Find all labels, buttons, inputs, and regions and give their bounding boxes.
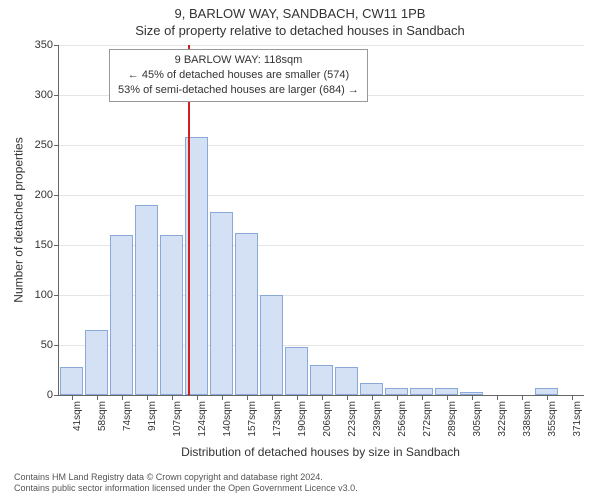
x-tick-mark xyxy=(447,395,448,400)
x-tick-label: 371sqm xyxy=(572,401,583,437)
histogram-bar xyxy=(535,388,559,395)
histogram-bar xyxy=(335,367,359,395)
y-tick-mark xyxy=(54,395,59,396)
y-tick-label: 100 xyxy=(35,289,53,301)
x-tick-mark xyxy=(297,395,298,400)
grid-line xyxy=(59,145,584,146)
x-tick-mark xyxy=(422,395,423,400)
x-tick-mark xyxy=(172,395,173,400)
histogram-bar xyxy=(260,295,284,395)
y-tick-mark xyxy=(54,45,59,46)
y-tick-label: 300 xyxy=(35,89,53,101)
chart-subtitle: Size of property relative to detached ho… xyxy=(0,23,600,38)
histogram-bar xyxy=(210,212,234,395)
x-tick-label: 157sqm xyxy=(247,401,258,437)
histogram-bar xyxy=(135,205,159,395)
plot-area: 05010015020025030035041sqm58sqm74sqm91sq… xyxy=(58,45,584,396)
x-tick-mark xyxy=(347,395,348,400)
y-tick-label: 200 xyxy=(35,189,53,201)
histogram-bar xyxy=(410,388,434,395)
y-tick-label: 0 xyxy=(47,389,53,401)
x-tick-mark xyxy=(472,395,473,400)
y-tick-mark xyxy=(54,295,59,296)
x-tick-label: 173sqm xyxy=(272,401,283,437)
grid-line xyxy=(59,45,584,46)
x-tick-mark xyxy=(372,395,373,400)
histogram-bar xyxy=(310,365,334,395)
histogram-bar xyxy=(285,347,309,395)
x-tick-label: 140sqm xyxy=(222,401,233,437)
chart-container: 9, BARLOW WAY, SANDBACH, CW11 1PB Size o… xyxy=(0,0,600,500)
x-tick-label: 107sqm xyxy=(172,401,183,437)
y-tick-label: 350 xyxy=(35,39,53,51)
y-tick-mark xyxy=(54,195,59,196)
x-tick-label: 223sqm xyxy=(347,401,358,437)
x-tick-mark xyxy=(122,395,123,400)
x-tick-label: 91sqm xyxy=(147,401,158,431)
x-tick-label: 74sqm xyxy=(122,401,133,431)
x-tick-label: 272sqm xyxy=(422,401,433,437)
x-tick-label: 124sqm xyxy=(197,401,208,437)
y-axis-label: Number of detached properties xyxy=(12,45,26,395)
annotation-line-2: ← 45% of detached houses are smaller (57… xyxy=(118,68,359,83)
x-tick-mark xyxy=(97,395,98,400)
x-tick-mark xyxy=(322,395,323,400)
attribution-text: Contains HM Land Registry data © Crown c… xyxy=(14,472,358,495)
x-tick-mark xyxy=(547,395,548,400)
x-tick-mark xyxy=(272,395,273,400)
x-axis-label: Distribution of detached houses by size … xyxy=(58,445,583,459)
y-tick-mark xyxy=(54,345,59,346)
x-tick-label: 190sqm xyxy=(297,401,308,437)
x-tick-mark xyxy=(222,395,223,400)
histogram-bar xyxy=(360,383,384,395)
x-tick-mark xyxy=(72,395,73,400)
annotation-box: 9 BARLOW WAY: 118sqm ← 45% of detached h… xyxy=(109,49,368,102)
x-tick-mark xyxy=(147,395,148,400)
histogram-bar xyxy=(110,235,134,395)
annotation-line-3: 53% of semi-detached houses are larger (… xyxy=(118,83,359,98)
x-tick-label: 256sqm xyxy=(397,401,408,437)
histogram-bar xyxy=(235,233,259,395)
y-tick-mark xyxy=(54,95,59,96)
chart-title: 9, BARLOW WAY, SANDBACH, CW11 1PB xyxy=(0,6,600,21)
y-tick-label: 250 xyxy=(35,139,53,151)
histogram-bar xyxy=(385,388,409,395)
y-tick-label: 50 xyxy=(41,339,53,351)
x-tick-label: 58sqm xyxy=(97,401,108,431)
x-tick-label: 206sqm xyxy=(322,401,333,437)
x-tick-mark xyxy=(522,395,523,400)
x-tick-label: 239sqm xyxy=(372,401,383,437)
x-tick-label: 289sqm xyxy=(447,401,458,437)
x-tick-mark xyxy=(397,395,398,400)
x-tick-label: 41sqm xyxy=(72,401,83,431)
histogram-bar xyxy=(435,388,459,395)
y-tick-mark xyxy=(54,245,59,246)
y-tick-label: 150 xyxy=(35,239,53,251)
grid-line xyxy=(59,195,584,196)
y-tick-mark xyxy=(54,145,59,146)
x-tick-label: 355sqm xyxy=(547,401,558,437)
histogram-bar xyxy=(60,367,84,395)
x-tick-mark xyxy=(572,395,573,400)
annotation-line-1: 9 BARLOW WAY: 118sqm xyxy=(118,53,359,68)
histogram-bar xyxy=(85,330,109,395)
x-tick-mark xyxy=(497,395,498,400)
x-tick-mark xyxy=(197,395,198,400)
x-tick-label: 322sqm xyxy=(497,401,508,437)
x-tick-mark xyxy=(247,395,248,400)
histogram-bar xyxy=(160,235,184,395)
x-tick-label: 305sqm xyxy=(472,401,483,437)
x-tick-label: 338sqm xyxy=(522,401,533,437)
